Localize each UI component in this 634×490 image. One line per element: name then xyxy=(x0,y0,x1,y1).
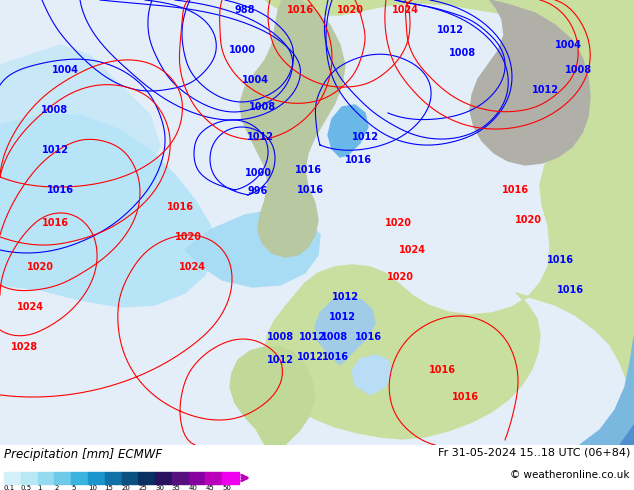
Bar xyxy=(122,472,138,484)
Text: 1008: 1008 xyxy=(41,105,68,115)
Polygon shape xyxy=(580,337,634,445)
Bar xyxy=(189,472,205,484)
Text: 5: 5 xyxy=(71,485,75,490)
Bar xyxy=(71,472,88,484)
Text: 1020: 1020 xyxy=(337,5,363,15)
Text: © weatheronline.co.uk: © weatheronline.co.uk xyxy=(510,470,630,480)
Text: 1016: 1016 xyxy=(354,332,382,342)
Text: 1008: 1008 xyxy=(321,332,349,342)
Text: 1016: 1016 xyxy=(429,365,455,375)
Text: 1012: 1012 xyxy=(297,352,323,362)
Bar xyxy=(55,472,71,484)
Text: 1020: 1020 xyxy=(27,262,53,272)
Bar xyxy=(88,472,105,484)
Text: 20: 20 xyxy=(122,485,131,490)
Text: 1024: 1024 xyxy=(179,262,205,272)
Text: 2: 2 xyxy=(55,485,59,490)
Text: 1012: 1012 xyxy=(266,355,294,365)
Text: 988: 988 xyxy=(235,5,256,15)
Text: 1016: 1016 xyxy=(46,185,74,195)
Text: 1012: 1012 xyxy=(328,312,356,322)
Text: 30: 30 xyxy=(155,485,164,490)
Polygon shape xyxy=(328,105,368,157)
Polygon shape xyxy=(352,355,392,395)
Text: 1016: 1016 xyxy=(321,352,349,362)
Text: 40: 40 xyxy=(189,485,198,490)
Polygon shape xyxy=(0,45,160,205)
Bar xyxy=(222,472,239,484)
Text: 1012: 1012 xyxy=(351,132,378,142)
Text: 1016: 1016 xyxy=(41,218,68,228)
Text: 1008: 1008 xyxy=(266,332,294,342)
Text: 1012: 1012 xyxy=(299,332,325,342)
Text: 1016: 1016 xyxy=(287,5,313,15)
Text: 1012: 1012 xyxy=(531,85,559,95)
Text: 1012: 1012 xyxy=(332,292,358,302)
Text: 1004: 1004 xyxy=(51,65,79,75)
Text: 10: 10 xyxy=(88,485,97,490)
Polygon shape xyxy=(230,347,315,445)
Text: 0.1: 0.1 xyxy=(4,485,15,490)
Text: 1012: 1012 xyxy=(247,132,273,142)
Text: 35: 35 xyxy=(172,485,181,490)
Text: 1016: 1016 xyxy=(297,185,323,195)
Polygon shape xyxy=(265,0,634,439)
Text: 1028: 1028 xyxy=(11,342,39,352)
Text: 1016: 1016 xyxy=(547,255,574,265)
Text: 1008: 1008 xyxy=(564,65,592,75)
Text: 1020: 1020 xyxy=(515,215,541,225)
Polygon shape xyxy=(620,425,634,445)
Text: 1: 1 xyxy=(37,485,42,490)
Bar xyxy=(155,472,172,484)
Polygon shape xyxy=(240,0,345,257)
Text: 996: 996 xyxy=(248,186,268,196)
Polygon shape xyxy=(315,297,375,365)
Text: 1008: 1008 xyxy=(448,48,476,58)
Text: 1020: 1020 xyxy=(384,218,411,228)
Polygon shape xyxy=(470,0,590,165)
Text: 1016: 1016 xyxy=(167,202,193,212)
Text: 1016: 1016 xyxy=(295,165,321,175)
Text: 1020: 1020 xyxy=(387,272,413,282)
Text: 1024: 1024 xyxy=(16,302,44,312)
Bar xyxy=(105,472,122,484)
Text: 1020: 1020 xyxy=(174,232,202,242)
Bar xyxy=(4,472,21,484)
Polygon shape xyxy=(210,220,300,267)
Text: 1012: 1012 xyxy=(41,145,68,155)
Bar xyxy=(21,472,37,484)
Text: 1016: 1016 xyxy=(344,155,372,165)
Text: 1024: 1024 xyxy=(399,245,425,255)
Bar xyxy=(138,472,155,484)
Text: 1016: 1016 xyxy=(557,285,583,295)
Text: Fr 31-05-2024 15..18 UTC (06+84): Fr 31-05-2024 15..18 UTC (06+84) xyxy=(437,448,630,458)
Text: 1016: 1016 xyxy=(451,392,479,402)
Text: 25: 25 xyxy=(138,485,147,490)
Text: 1004: 1004 xyxy=(242,75,269,85)
Text: Precipitation [mm] ECMWF: Precipitation [mm] ECMWF xyxy=(4,448,162,461)
Polygon shape xyxy=(0,115,215,307)
Text: 1008: 1008 xyxy=(249,102,276,112)
Text: 1004: 1004 xyxy=(555,40,581,50)
Text: 15: 15 xyxy=(105,485,113,490)
Text: 1012: 1012 xyxy=(436,25,463,35)
Polygon shape xyxy=(185,210,320,287)
Text: 1016: 1016 xyxy=(501,185,529,195)
Bar xyxy=(172,472,189,484)
Text: 1024: 1024 xyxy=(392,5,418,15)
Text: 0.5: 0.5 xyxy=(21,485,32,490)
Bar xyxy=(205,472,222,484)
Text: 1000: 1000 xyxy=(228,45,256,55)
Text: 45: 45 xyxy=(205,485,214,490)
Text: 1000: 1000 xyxy=(245,168,271,178)
Bar xyxy=(37,472,55,484)
Text: 50: 50 xyxy=(222,485,231,490)
